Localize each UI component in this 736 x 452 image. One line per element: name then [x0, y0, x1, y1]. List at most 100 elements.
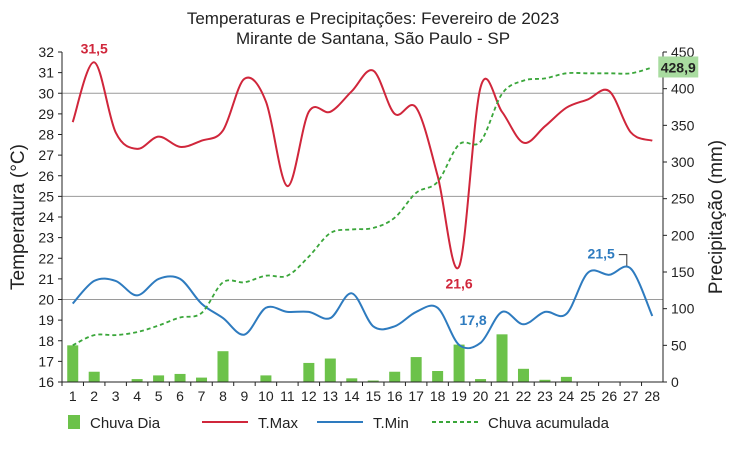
- axes: [58, 51, 667, 386]
- x-tick-label: 24: [559, 388, 575, 404]
- y-left-tick-label: 23: [38, 230, 54, 246]
- y-right-tick-label: 450: [671, 44, 695, 60]
- bar-day-8: [217, 351, 229, 382]
- x-tick-label: 6: [176, 388, 184, 404]
- x-tick-label: 9: [241, 388, 249, 404]
- x-tick-label: 3: [112, 388, 120, 404]
- x-tick-label: 4: [133, 388, 141, 404]
- legend-t-max-label: T.Max: [258, 415, 299, 432]
- y-left-tick-label: 28: [38, 127, 54, 143]
- annotation-label: 31,5: [81, 40, 108, 56]
- bar-day-5: [153, 375, 165, 382]
- y-right-tick-label: 150: [671, 264, 695, 280]
- gridlines: [62, 92, 663, 300]
- x-tick-label: 1: [69, 388, 77, 404]
- y-left-tick-label: 21: [38, 271, 54, 287]
- bar-day-15: [367, 380, 379, 382]
- bar-day-13: [324, 358, 336, 382]
- value-box: [658, 56, 699, 78]
- x-tick-label: 13: [323, 388, 339, 404]
- y-right-tick-label: 200: [671, 227, 695, 243]
- x-tick-label: 17: [408, 388, 424, 404]
- x-tick-label: 14: [344, 388, 360, 404]
- bar-day-19: [453, 344, 465, 382]
- bar-day-20: [475, 379, 487, 382]
- x-tick-label: 27: [623, 388, 639, 404]
- x-tick-label: 12: [301, 388, 317, 404]
- bars-chuva-dia: [67, 334, 572, 382]
- y-left-tick-label: 22: [38, 250, 54, 266]
- y-left-tick-label: 18: [38, 333, 54, 349]
- y-left-tick-label: 24: [38, 209, 54, 225]
- x-tick-label: 23: [537, 388, 553, 404]
- bar-day-10: [260, 375, 272, 382]
- y-right-tick-label: 400: [671, 81, 695, 97]
- y-left-tick-label: 16: [38, 374, 54, 390]
- x-tick-label: 21: [494, 388, 510, 404]
- x-tick-label: 15: [365, 388, 381, 404]
- y-right-tick-label: 350: [671, 117, 695, 133]
- chart-subtitle: Mirante de Santana, São Paulo - SP: [236, 29, 510, 48]
- bar-day-1: [67, 345, 79, 382]
- series-lines: [71, 61, 654, 350]
- y-left-tick-label: 26: [38, 168, 54, 184]
- chart-title: Temperaturas e Precipitações: Fevereiro …: [187, 9, 559, 28]
- annotation-label: 21,6: [445, 276, 472, 292]
- y-axis-left-label: Temperatura (°C): [8, 144, 29, 290]
- bar-day-2: [88, 371, 100, 382]
- x-tick-label: 5: [155, 388, 163, 404]
- legend-chuva-acumulada-label: Chuva acumulada: [488, 415, 610, 432]
- x-tick-label: 25: [580, 388, 596, 404]
- y-right-tick-label: 250: [671, 191, 695, 207]
- y-left-tick-label: 31: [38, 65, 54, 81]
- x-tick-label: 26: [602, 388, 618, 404]
- y-left-tick-label: 29: [38, 106, 54, 122]
- legend-chuva-dia-label: Chuva Dia: [90, 415, 161, 432]
- x-tick-label: 22: [516, 388, 532, 404]
- x-tick-label: 10: [258, 388, 274, 404]
- bar-day-14: [346, 378, 358, 382]
- bar-day-22: [517, 368, 529, 382]
- bar-day-6: [174, 373, 186, 382]
- annotations: 31,5 21,6 17,8 21,5 428,9: [81, 40, 699, 328]
- y-left-tick-label: 32: [38, 44, 54, 60]
- tick-labels: 1617181920212223242526272829303132050100…: [38, 44, 694, 404]
- y-left-tick-label: 27: [38, 147, 54, 163]
- bar-day-16: [389, 371, 401, 382]
- x-tick-label: 16: [387, 388, 403, 404]
- y-axis-right-label: Precipitação (mm): [706, 140, 727, 294]
- bar-day-7: [196, 377, 208, 382]
- annotation-label: 428,9: [661, 59, 696, 75]
- y-left-tick-label: 19: [38, 312, 54, 328]
- annotation-leader: [618, 254, 628, 266]
- y-right-tick-label: 0: [671, 374, 679, 390]
- y-left-tick-label: 30: [38, 85, 54, 101]
- legend-t-min-label: T.Min: [373, 415, 409, 432]
- x-tick-label: 11: [280, 388, 295, 404]
- x-tick-label: 19: [451, 388, 467, 404]
- x-tick-label: 2: [90, 388, 98, 404]
- bar-day-17: [410, 357, 422, 382]
- x-tick-label: 20: [473, 388, 489, 404]
- x-tick-label: 18: [430, 388, 446, 404]
- line-chuva-acumulada: [72, 66, 653, 347]
- legend: Chuva Dia T.Max T.Min Chuva acumulada: [68, 415, 610, 432]
- annotation-label: 17,8: [459, 312, 486, 328]
- bar-day-24: [560, 376, 572, 382]
- x-tick-label: 7: [198, 388, 206, 404]
- bar-day-21: [496, 334, 508, 382]
- y-left-tick-label: 25: [38, 188, 54, 204]
- line-t-max: [71, 61, 653, 270]
- y-right-tick-label: 300: [671, 154, 695, 170]
- x-tick-label: 8: [219, 388, 227, 404]
- line-t-min: [71, 265, 654, 350]
- y-right-tick-label: 100: [671, 301, 695, 317]
- y-left-tick-label: 17: [38, 353, 54, 369]
- annotation-label: 21,5: [588, 246, 615, 262]
- bar-day-23: [539, 379, 551, 382]
- bar-day-18: [432, 371, 444, 382]
- bar-day-12: [303, 362, 315, 382]
- y-left-tick-label: 20: [38, 292, 54, 308]
- x-tick-label: 28: [644, 388, 660, 404]
